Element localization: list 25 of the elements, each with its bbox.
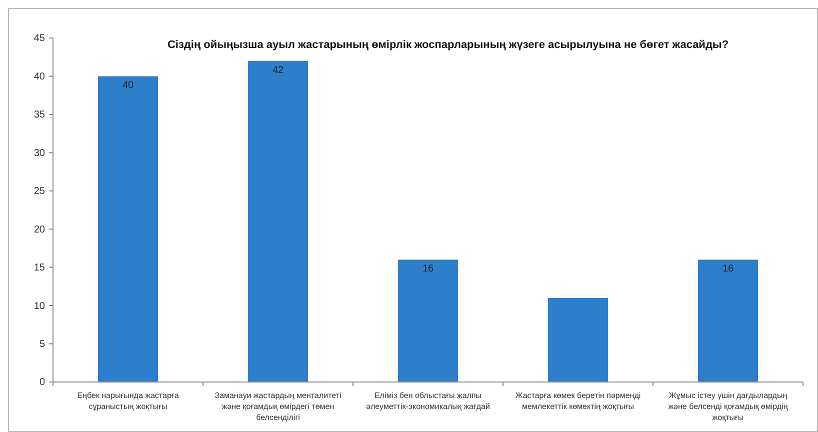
data-label: 42: [272, 64, 284, 76]
y-tick-label: 30: [34, 148, 46, 159]
y-tick-label: 45: [34, 33, 46, 44]
y-tick-label: 0: [39, 377, 46, 388]
bar: [398, 260, 458, 382]
data-label: 16: [722, 264, 734, 275]
chart-title: Сіздің ойыңызша ауыл жастарының өмірлік жоспарларының жүзеге асырылуына не бөгет жасайды?: [167, 39, 729, 51]
bar: [698, 260, 758, 382]
data-label: 16: [422, 264, 434, 275]
bar: [548, 298, 608, 382]
y-tick-label: 15: [34, 262, 46, 274]
y-tick-label: 25: [34, 186, 46, 198]
x-tick-label: Заманауи жастардың менталитеті және қоғамдық өмірдегі төмен белсенділігі: [214, 391, 342, 422]
y-tick-label: 35: [34, 110, 46, 121]
y-tick-label: 20: [34, 224, 46, 236]
y-tick-label: 10: [34, 300, 46, 312]
x-tick-label: Еңбек нарығында жастарға сұраныстың жоқтығы: [77, 391, 180, 411]
y-tick-label: 40: [34, 71, 46, 82]
data-label: 40: [122, 80, 134, 92]
x-tick-label: Еліміз бен облыстағы жалпы әлеуметтік-экономикалық жағдай: [366, 391, 490, 411]
bar: [248, 60, 308, 382]
x-tick-label: Жұмыс істеу үшін дағдылардың және белсенді қоғамдық өмірдің жоқтығы: [668, 391, 788, 422]
bar: [98, 76, 158, 382]
x-tick-label: Жастарға көмек беретін пәрменді мемлекеттік көмектің жоқтығы: [515, 391, 641, 411]
y-tick-label: 5: [39, 338, 46, 350]
